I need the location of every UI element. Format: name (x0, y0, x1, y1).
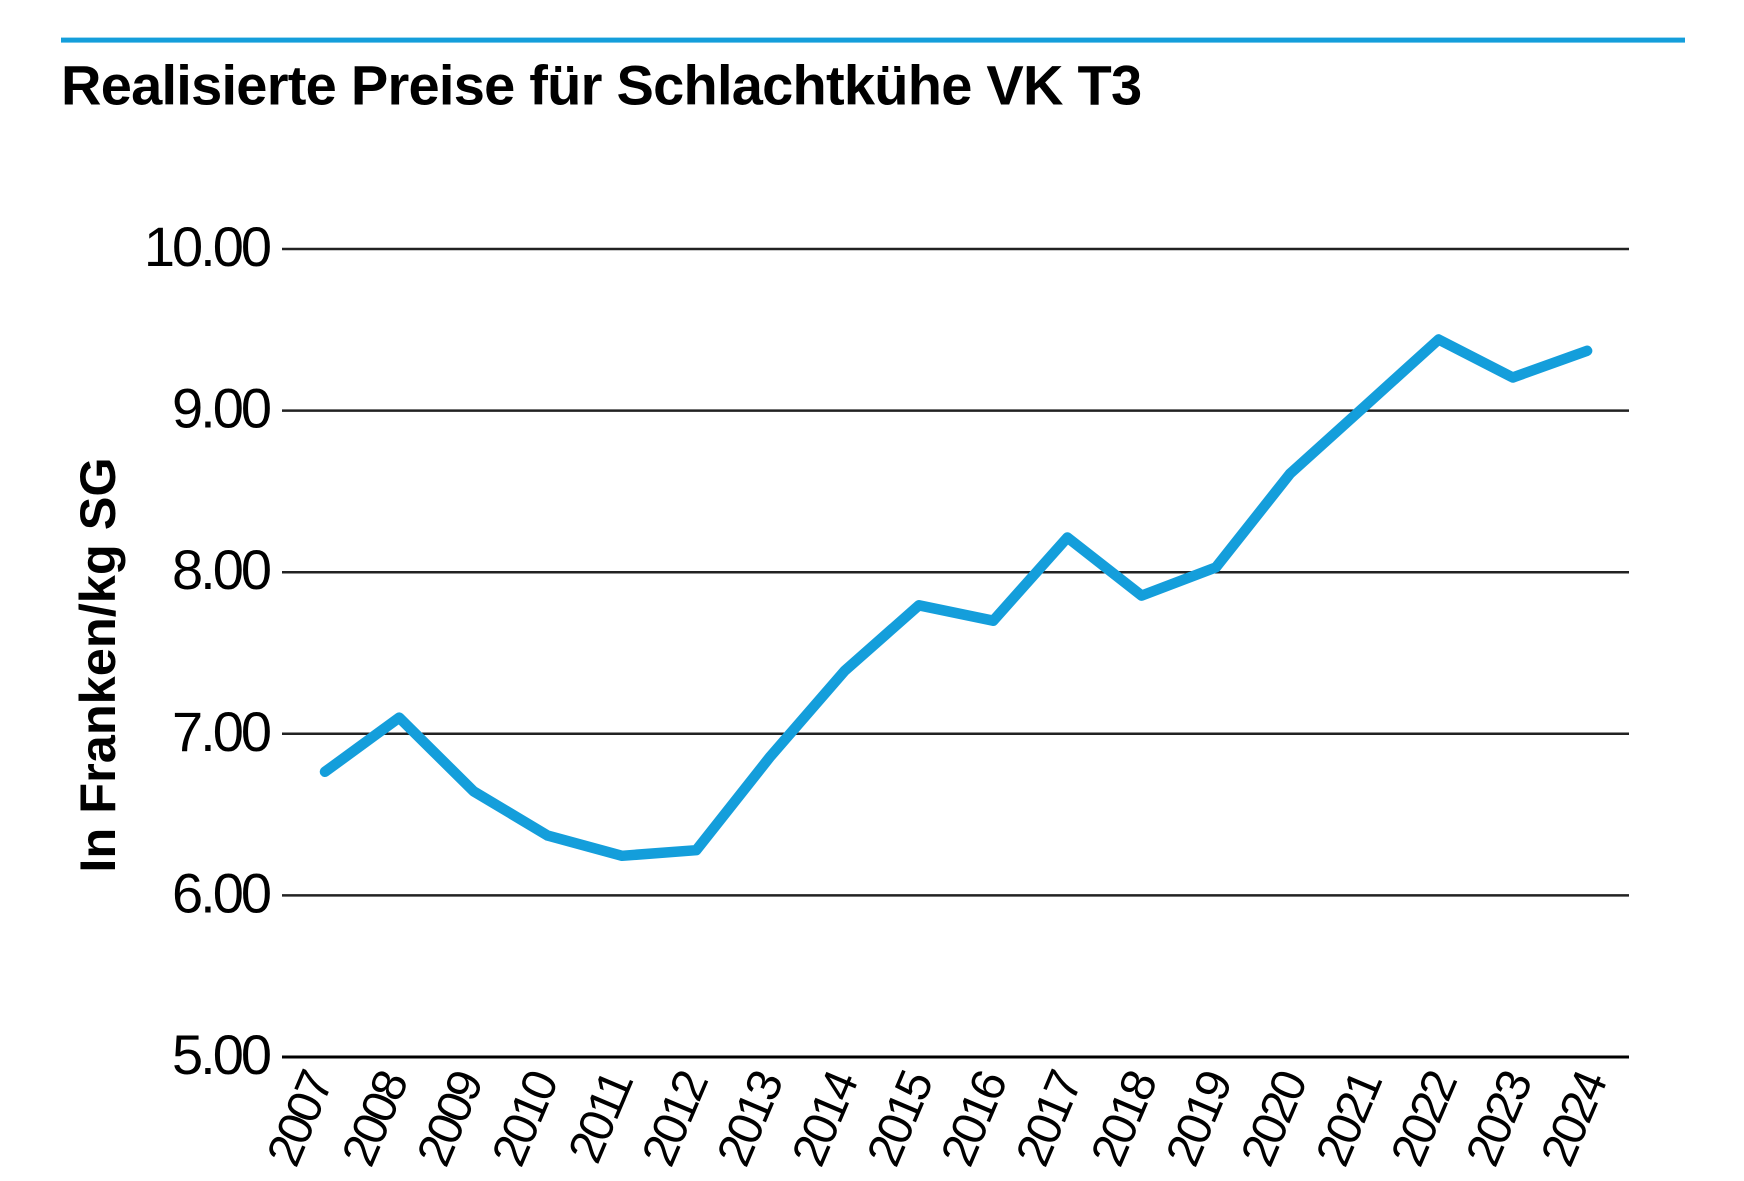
svg-text:9.00: 9.00 (172, 377, 270, 440)
svg-text:10.00: 10.00 (144, 215, 270, 278)
svg-text:In Franken/kg SG: In Franken/kg SG (69, 457, 126, 872)
svg-text:7.00: 7.00 (172, 700, 270, 763)
svg-text:6.00: 6.00 (172, 861, 270, 924)
svg-text:Realisierte Preise für Schlach: Realisierte Preise für Schlachtkühe VK T… (61, 54, 1141, 117)
svg-text:8.00: 8.00 (172, 538, 270, 601)
svg-text:5.00: 5.00 (172, 1023, 270, 1086)
